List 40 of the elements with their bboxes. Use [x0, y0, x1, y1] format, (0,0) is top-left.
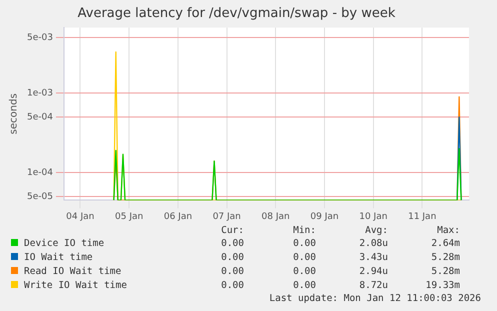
text: 0.00 — [220, 237, 244, 251]
x-tick-label: 09 Jan — [310, 212, 339, 222]
text: Min: — [292, 225, 316, 237]
x-tick-label: 08 Jan — [262, 212, 290, 222]
x-tick-label: 10 Jan — [359, 212, 388, 222]
y-tick-label: 5e-05 — [26, 192, 53, 202]
text: 0.00 — [292, 265, 316, 279]
text: 0.00 — [292, 237, 316, 251]
text: 0.00 — [292, 251, 316, 265]
y-tick-label: 1e-04 — [26, 168, 54, 178]
x-tick-label: 11 Jan — [408, 212, 436, 222]
y-tick-label: 5e-04 — [26, 112, 54, 122]
legend-label: IO Wait time — [24, 252, 93, 263]
text: Avg: — [364, 225, 388, 237]
text: 2.08u — [358, 237, 388, 251]
y-axis-title: seconds — [8, 93, 20, 134]
text: Cur: — [220, 225, 244, 237]
text: 2.64m — [430, 237, 460, 251]
y-tick-label: 5e-03 — [26, 33, 53, 44]
x-tick-label: 07 Jan — [212, 212, 241, 222]
legend-label: Write IO Wait time — [24, 280, 127, 291]
text: 0.00 — [220, 279, 244, 293]
text: Max: — [436, 225, 460, 237]
text: Last update: Mon Jan 12 11:00:03 2026 — [268, 293, 481, 304]
text: 19.33m — [424, 279, 460, 293]
x-tick-label: 04 Jan — [66, 212, 94, 222]
text: 3.43u — [358, 251, 388, 265]
text: 8.72u — [358, 279, 388, 293]
text: 0.00 — [220, 265, 244, 279]
x-tick-label: 05 Jan — [115, 212, 144, 222]
y-tick-label: 1e-03 — [26, 88, 53, 99]
text: 5.28m — [430, 265, 460, 279]
legend-label: Read IO Wait time — [24, 266, 122, 277]
x-tick-label: 06 Jan — [164, 212, 192, 222]
text: 0.00 — [220, 251, 244, 265]
text: 2.94u — [358, 265, 388, 279]
text: 0.00 — [292, 279, 316, 293]
legend-label: Device IO time — [24, 238, 104, 249]
chart-title: Average latency for /dev/vgmain/swap - by week — [78, 6, 396, 22]
text: 5.28m — [430, 251, 460, 265]
